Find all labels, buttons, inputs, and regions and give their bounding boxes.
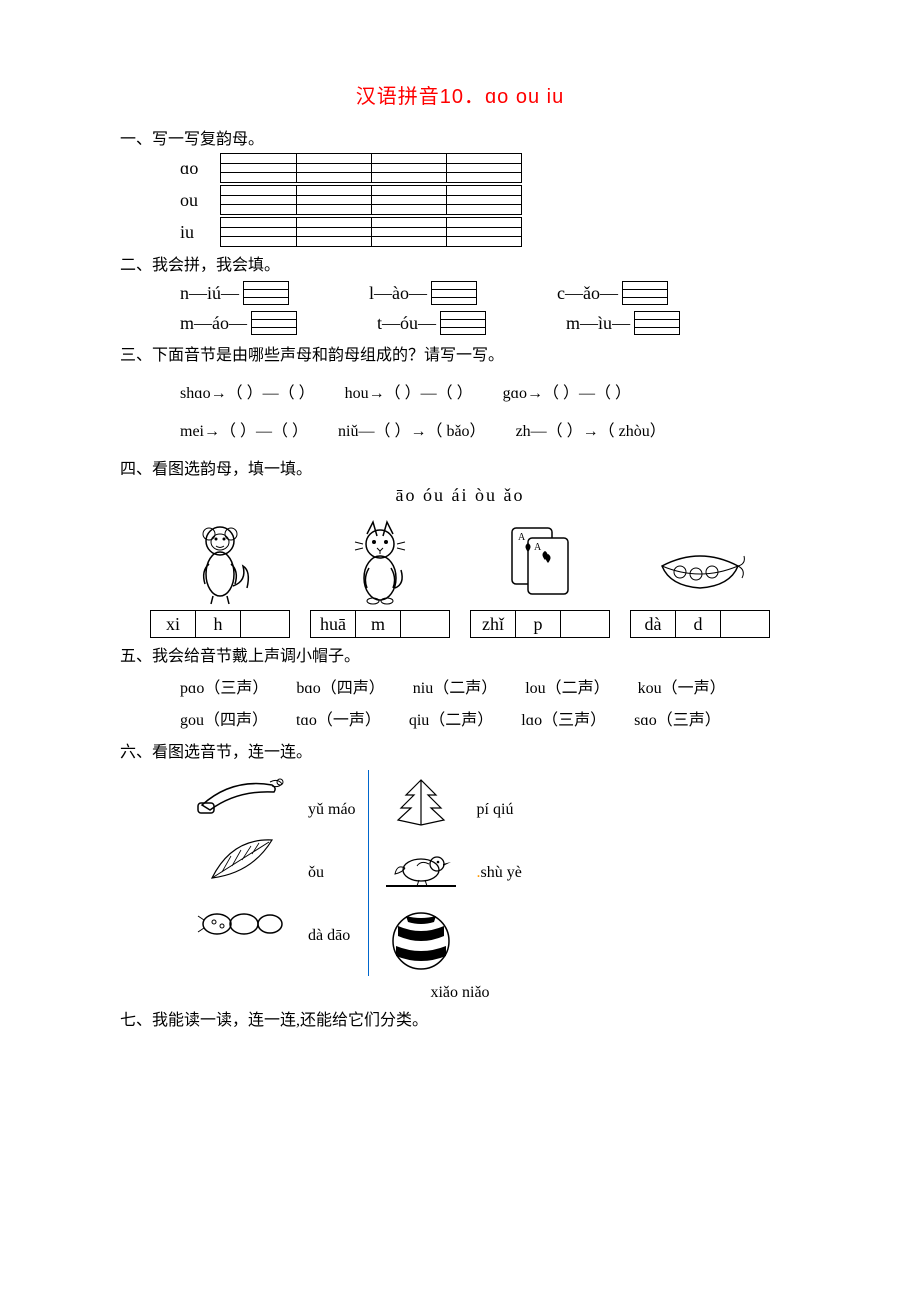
writing-grid [220,153,522,183]
ex4-box: xih [150,610,290,638]
ball-icon [386,906,456,976]
section-5-head: 五、我会给音节戴上声调小帽子。 [120,642,800,666]
knife-icon [192,770,292,820]
ex6-label: ǒu [308,864,356,882]
ex3-item: zh—（ ）→（ zhòu） [516,417,666,441]
ex2-row2: m—áo— t—óu— m—ìu— [180,311,800,335]
ex2-row1: n—iú— l—ào— c—ǎo— [180,281,800,305]
ex3-item: shɑo→（ ）—（ ） [180,379,315,403]
bird-icon [381,838,461,898]
ex6-label: dà dāo [308,927,356,945]
writing-cell [431,281,477,305]
ex1-label-ou: ou [180,190,220,211]
ex5-item: lou（二声） [525,674,609,698]
ex3-row1: shɑo→（ ）—（ ） hou→（ ）—（ ） gɑo→（ ）—（ ） [180,379,800,403]
ex3-item: gɑo→（ ）—（ ） [503,379,631,403]
ex6-left-col: yǔ máo ǒu dà dāo [180,770,369,976]
peapod-icon [650,536,750,606]
ex2-item: c—ǎo— [557,281,668,305]
leaf-icon [386,770,456,830]
page-title: 汉语拼音10．ɑo ou iu [120,80,800,109]
ex5-item: niu（二声） [413,674,497,698]
ex2-item: n—iú— [180,281,289,305]
ex4-box: dàd [630,610,770,638]
cat-icon [345,516,415,606]
ex5-item: bɑo（四声） [296,674,384,698]
section-6-head: 六、看图选音节，连一连。 [120,738,800,762]
ex4-box: huām [310,610,450,638]
ex5-item: gou（四声） [180,706,268,730]
ex3-item: mei→（ ）—（ ） [180,417,308,441]
ex2-item: m—ìu— [566,311,680,335]
writing-cell [622,281,668,305]
ex3-item: niǔ—（ ）→（ bǎo） [338,417,486,441]
ex5-item: kou（一声） [638,674,726,698]
section-7-head: 七、我能读一读，连一连,还能给它们分类。 [120,1006,800,1030]
ex4-options: āo óu ái òu ǎo [120,485,800,506]
ex5-row1: pɑo（三声） bɑo（四声） niu（二声） lou（二声） kou（一声） [180,674,800,698]
writing-cell [251,311,297,335]
ex6-label: pí qiú [477,801,522,819]
ex6-label: .shù yè [477,864,522,882]
writing-cell [440,311,486,335]
ex5-item: sɑo（三声） [634,706,721,730]
ex4-item-cards: A A zhǐp [470,516,610,638]
ex6-bottom-label: xiǎo niǎo [120,984,800,1002]
ex2-item: l—ào— [369,281,477,305]
ex1-grid: ɑo ou iu [120,153,800,247]
section-4-head: 四、看图选韵母，填一填。 [120,455,800,479]
writing-cell [243,281,289,305]
section-1-head: 一、写一写复韵母。 [120,125,800,149]
feather-icon [197,828,287,888]
ex5-row2: gou（四声） tɑo（一声） qiu（二声） lɑo（三声） sɑo（三声） [180,706,800,730]
ex6-label: yǔ máo [308,801,356,819]
writing-grid [220,185,522,215]
ex5-item: qiu（二声） [409,706,493,730]
section-2-head: 二、我会拼，我会填。 [120,251,800,275]
ex5-item: pɑo（三声） [180,674,268,698]
svg-text:A: A [518,532,526,543]
ex5-item: lɑo（三声） [521,706,606,730]
ex2-item: t—óu— [377,311,486,335]
ex5-item: tɑo（一声） [296,706,381,730]
section-3-head: 三、下面音节是由哪些声母和韵母组成的？请写一写。 [120,341,800,365]
writing-cell [634,311,680,335]
ex6-right-col: pí qiú .shù yè [369,770,534,976]
writing-grid [220,217,522,247]
ex4-item-monkey: xih [150,516,290,638]
ex1-label-iu: iu [180,222,220,243]
ex3-item: hou→（ ）—（ ） [345,379,473,403]
playing-cards-icon: A A [500,516,580,606]
ex2-item: m—áo— [180,311,297,335]
monkey-icon [185,516,255,606]
ex4-item-peapod: dàd [630,536,770,638]
ex4-row: xih huām A A zhǐp [140,516,780,638]
ex3-row2: mei→（ ）—（ ） niǔ—（ ）→（ bǎo） zh—（ ）→（ zhòu… [180,417,800,441]
ex1-label-ao: ɑo [180,158,220,179]
lotus-root-icon [192,896,292,946]
ex4-box: zhǐp [470,610,610,638]
ex6-container: yǔ máo ǒu dà dāo [180,770,800,976]
ex4-item-cat: huām [310,516,450,638]
svg-text:A: A [534,542,542,553]
